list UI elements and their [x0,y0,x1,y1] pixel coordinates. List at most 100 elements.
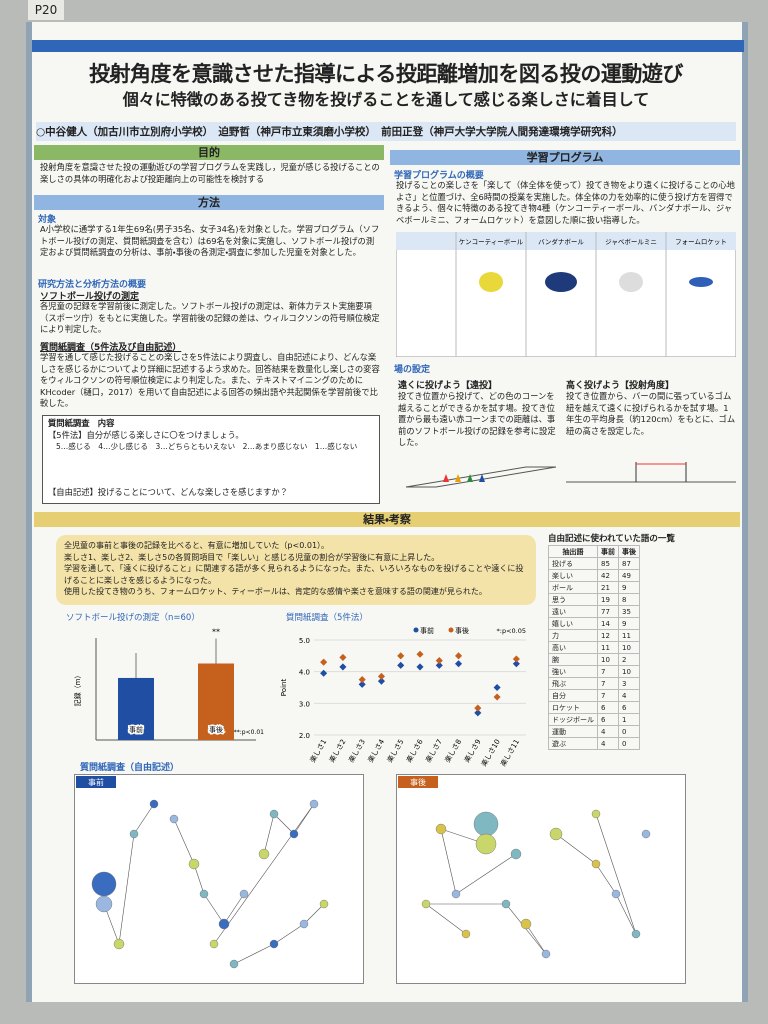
table-row: ボール 21 9 [548,581,640,594]
title-band [32,40,744,52]
node [549,827,563,841]
venue-diagram [405,462,736,488]
cell: 77 [597,605,619,618]
result-point: 楽しさ1、楽しさ2、楽しさ5の各質問項目で「楽しい」と感じる児童の割合が学習後に… [64,552,440,562]
node [591,809,601,819]
cell: 4 [618,689,640,702]
cell: 7 [597,689,619,702]
node [209,939,219,949]
field [405,466,557,488]
edge [118,833,135,945]
cell: 4 [597,737,619,750]
node [169,814,179,824]
cell: 85 [597,557,619,570]
object-name: ケンコーティーボール [459,238,524,246]
cell: ロケット [548,701,598,714]
word-table: 抽出語 事前 事後 投げる 85 87 楽しい 42 49 ボール 21 9 思う 19 8 遠い 77 35 嬉し… [548,545,738,770]
header-cell: 事後 [618,545,640,558]
table-row: 運動 4 0 [548,725,640,738]
y-label: 記録（m） [73,672,82,707]
x-tick-label: 楽しさ3 [346,738,367,765]
table-row: ロケット 6 6 [548,701,640,714]
node [258,848,270,860]
significance: ** [212,628,220,637]
chart-title: 質問紙調査（5件法） [286,612,368,623]
table-head [396,232,736,250]
cell: 11 [597,641,619,654]
edge [455,853,517,895]
edge [213,803,315,945]
node [451,889,461,899]
node [91,871,117,897]
y-label: Point [280,679,288,697]
results-box: 全児童の事前と事後の記録を比べると、有意に増加していた（p<0.01）。 楽しさ1… [56,535,536,605]
point [377,672,385,680]
heading: 結果・考察 [34,512,740,527]
cell: ボール [548,581,598,594]
heading: 目的 [34,145,384,160]
table: 抽出語 事前 事後 投げる 85 87 楽しい 42 49 ボール 21 9 思う 19 8 遠い 77 35 嬉し… [548,545,640,750]
cell: 7 [597,677,619,690]
cell: 7 [597,665,619,678]
point [493,683,501,692]
cell: 力 [548,629,598,642]
cell: 思う [548,593,598,606]
node [510,848,522,860]
cell: 8 [618,593,640,606]
network-pre: 事前 [74,774,364,984]
edge [273,923,305,945]
note: *:p<0.05 [497,627,527,635]
cell: 0 [618,737,640,750]
cell: 楽しい [548,569,598,582]
text: 投てき位置から投げて、どの色のコーンを越えることができるかを試す場。投てき位置か… [398,391,556,447]
cell: 高い [548,641,598,654]
y-tick-label: 3.0 [299,700,310,708]
cell: 10 [618,665,640,678]
object-icon [479,272,503,292]
cell: 遊ぶ [548,737,598,750]
edge [595,863,617,895]
point [339,663,347,671]
node [541,949,551,959]
node [591,859,601,869]
bar [198,663,234,740]
point [320,658,328,666]
section-title: 質問紙調査（自由記述） [80,763,180,773]
cell: 9 [618,581,640,594]
cell: 運動 [548,725,598,738]
node [473,811,499,837]
point [455,652,463,660]
result-point: 学習を通して、「遠くに投げること」に関連する語が多く見られるようになった。また、… [64,564,524,585]
table-row: 力 12 11 [548,629,640,642]
note: **:p<0.01 [234,729,264,736]
frame [74,774,364,984]
y-tick-label: 4.0 [299,669,310,677]
y-tick-label: 2.0 [299,732,310,740]
node [113,938,125,950]
table-row: 遠い 77 35 [548,605,640,618]
network-post: 事後 [396,774,686,984]
bar [118,677,154,740]
edge [273,813,295,835]
cell: 嬉しい [548,617,598,630]
x-tick-label: 楽しさ4 [366,737,387,764]
point [358,676,366,684]
edge [173,818,195,865]
poster-number: P20 [28,0,64,20]
table-row: 腕 10 2 [548,653,640,666]
y-tick-label: 5.0 [299,637,310,645]
subheading: 質問紙調査（5件法及び自由記述） [40,343,182,353]
point [493,693,501,701]
objects: ケンコーティーボール バンダナボール ジャベボールミニ フォームロケット [455,232,727,357]
edge [263,813,275,855]
cell: 11 [618,629,640,642]
node [188,858,200,870]
table-row: 楽しい 42 49 [548,569,640,582]
edge [555,833,597,865]
node [269,939,279,949]
table-row: ドッジボール 6 1 [548,713,640,726]
edge [193,863,205,895]
object-name: ジャベボールミニ [605,238,657,246]
x-tick-label: 楽しさ2 [327,738,348,765]
node [149,799,159,809]
